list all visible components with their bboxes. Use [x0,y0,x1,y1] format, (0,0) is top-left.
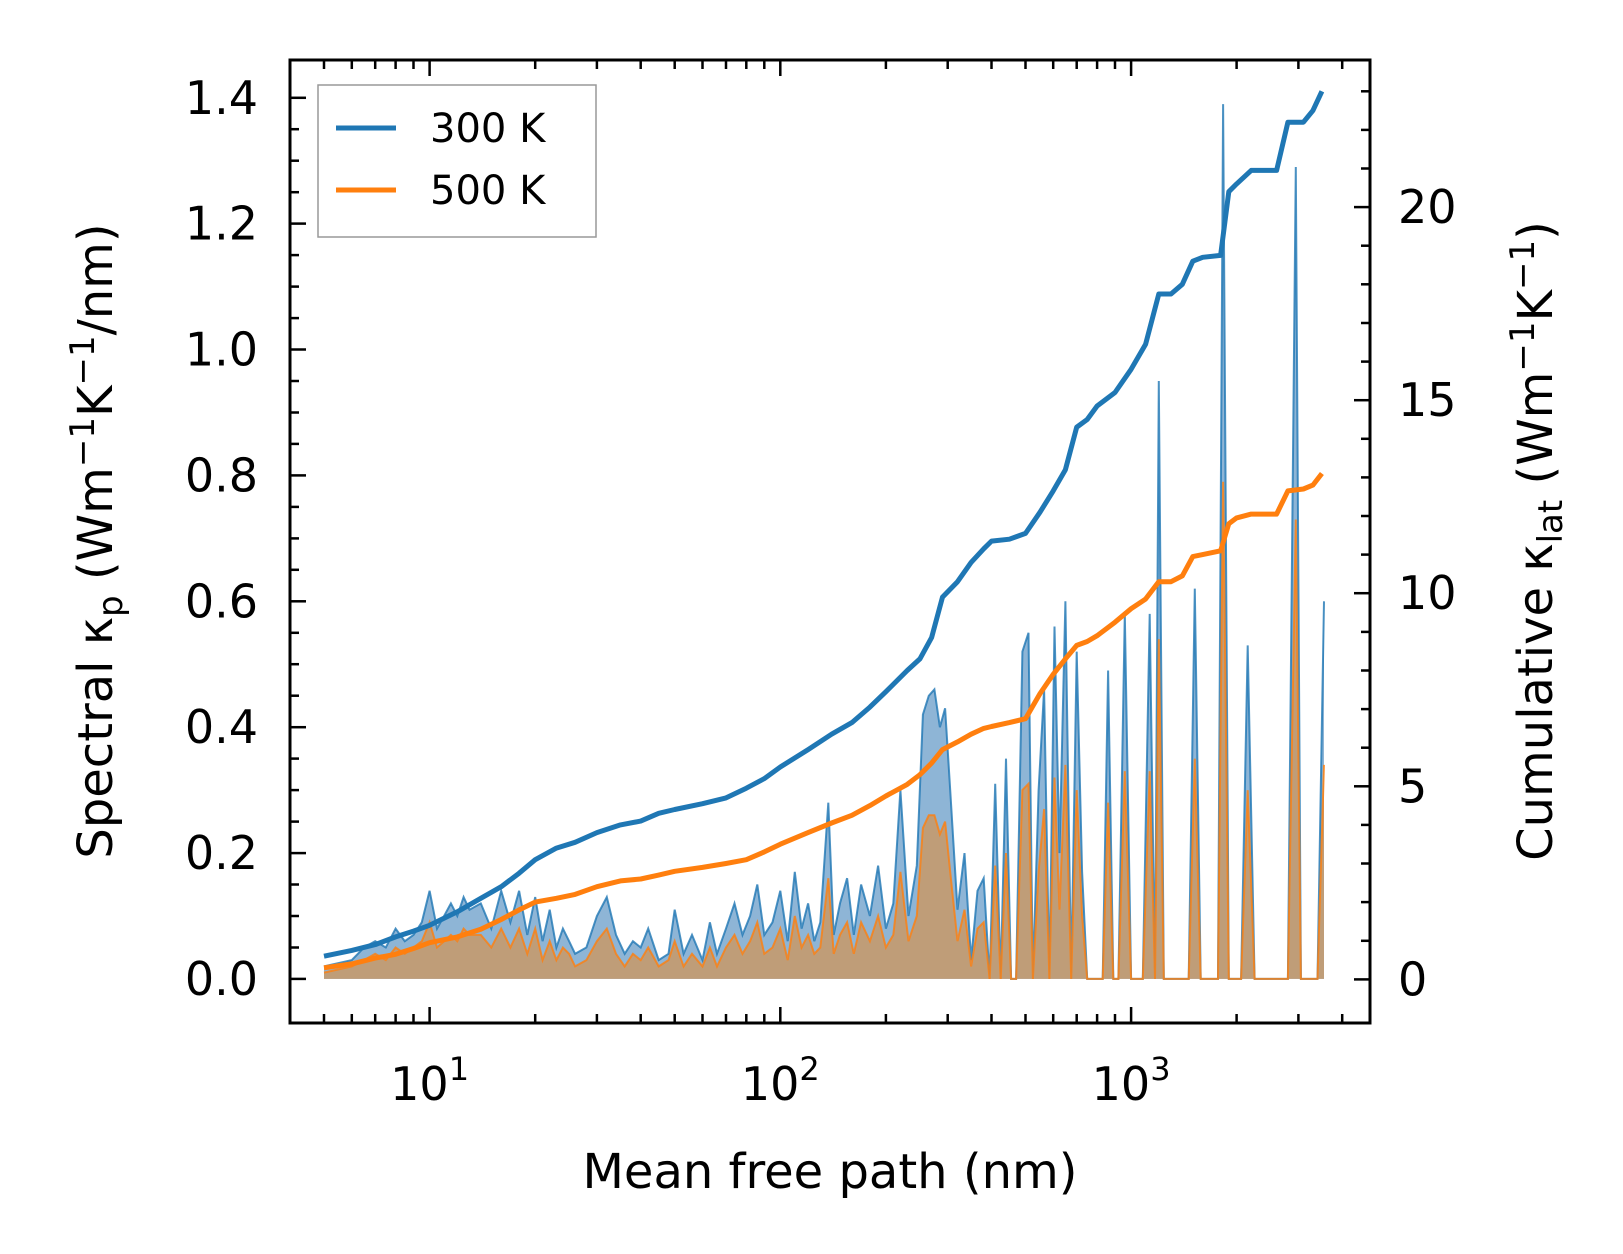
tick-labels: 101 102 103 0.0 0.2 0.4 0.6 0.8 1.0 1.2 1.4 0 5 10 15 2… [185,71,1457,1111]
legend-box [317,84,597,238]
y2-tick-label: 5 [1398,759,1427,813]
legend-label-300k: 300 K [430,106,547,152]
y2-axis-label: Cumulative κlat (Wm−1K−1) [1503,221,1571,861]
plot-frame [288,58,1372,1025]
y-axis-label: Spectral κp (Wm−1K−1/nm) [63,223,131,858]
y-tick-label: 1.2 [185,197,258,251]
y2-tick-label: 15 [1398,373,1457,427]
y-tick-label: 1.4 [185,71,258,125]
y2-tick-label: 0 [1398,952,1427,1006]
cumulative-line-300k [323,90,1325,959]
y-tick-label: 0.8 [185,448,258,502]
y-tick-label: 0.4 [185,700,258,754]
y-tick-label: 0.6 [185,574,258,628]
x-tick-label: 103 [1092,1050,1171,1111]
legend: 300 K 500 K [317,84,597,238]
cumulative-line-500k [323,471,1324,971]
cumulative-lines [323,90,1325,971]
spectral-area-500k [324,481,1324,979]
spectral-line-500k [323,481,1325,980]
x-tick-label: 101 [390,1050,469,1111]
y2-tick-label: 20 [1398,180,1457,234]
x-axis-label: Mean free path (nm) [583,1144,1078,1200]
y-tick-label: 1.0 [185,323,258,377]
legend-label-500k: 500 K [430,168,547,214]
y2-tick-label: 10 [1398,566,1457,620]
y-tick-label: 0.0 [185,952,258,1006]
x-tick-label: 102 [741,1050,820,1111]
y-tick-label: 0.2 [185,826,258,880]
